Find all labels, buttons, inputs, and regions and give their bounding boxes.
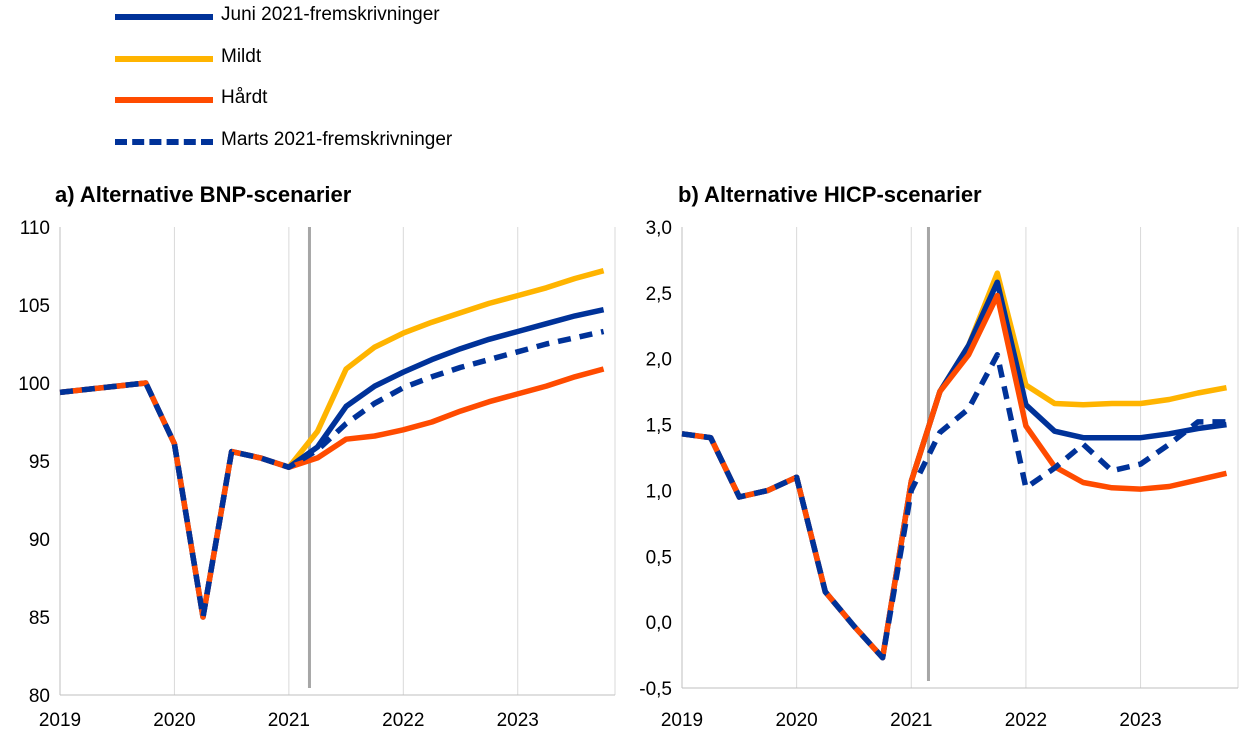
legend-swatch (115, 138, 213, 145)
x-tick-label: 2022 (382, 710, 424, 731)
hicp-scenarios-chart: 2019 2020 2021 2022 2023 -0,5 0,0 0,5 1,0 1,5 2,0 2… (639, 218, 1239, 731)
panel-a-title: a) Alternative BNP-scenarier (55, 182, 352, 207)
y-tick-label: 85 (29, 608, 50, 629)
y-tick-label: 1,0 (646, 481, 672, 502)
hicp-severe-scenario-line (681, 292, 1228, 661)
x-tick-label: 2021 (890, 710, 932, 731)
x-tick-label: 2021 (268, 710, 310, 731)
x-tick-label: 2019 (39, 710, 81, 731)
x-tick-label: 2020 (775, 710, 817, 731)
hicp-mild-scenario-line (908, 270, 1228, 483)
legend-label: Mildt (221, 45, 262, 67)
gdp-march-projection-line (59, 328, 605, 620)
legend-label: Marts 2021-fremskrivninger (221, 128, 453, 150)
x-tick-label: 2023 (1119, 710, 1161, 731)
x-tick-label: 2023 (497, 710, 539, 731)
y-tick-label: 0,0 (646, 613, 672, 634)
x-tick-label: 2019 (661, 710, 703, 731)
legend-swatch (115, 55, 213, 62)
gdp-june-projection-line (59, 307, 605, 620)
legend-label: Juni 2021-fremskrivninger (221, 4, 440, 25)
gdp-scenarios-chart: 2019 2020 2021 2022 2023 80 85 90 95 100 105 110 (18, 218, 616, 731)
gdp-mild-scenario-line (286, 268, 605, 469)
panel-b-title: b) Alternative HICP-scenarier (678, 182, 982, 207)
y-tick-label: -0,5 (639, 679, 672, 700)
y-tick-label: 1,5 (646, 416, 672, 437)
y-tick-label: 100 (18, 374, 50, 395)
hicp-june-projection-line (681, 279, 1227, 661)
x-tick-label: 2022 (1005, 710, 1047, 731)
y-tick-label: 95 (29, 452, 50, 473)
x-tick-label: 2020 (153, 710, 195, 731)
y-tick-label: 2,0 (646, 350, 672, 371)
y-tick-label: 105 (18, 296, 50, 317)
y-tick-label: 110 (20, 218, 50, 239)
y-tick-label: 2,5 (646, 284, 672, 305)
y-tick-label: 0,5 (646, 547, 672, 568)
y-tick-label: 80 (29, 686, 50, 707)
legend-label: Hårdt (221, 87, 268, 108)
y-tick-label: 90 (29, 530, 50, 551)
legend-swatch (115, 97, 213, 103)
y-tick-label: 3,0 (646, 218, 672, 239)
legend-swatch (115, 14, 213, 20)
